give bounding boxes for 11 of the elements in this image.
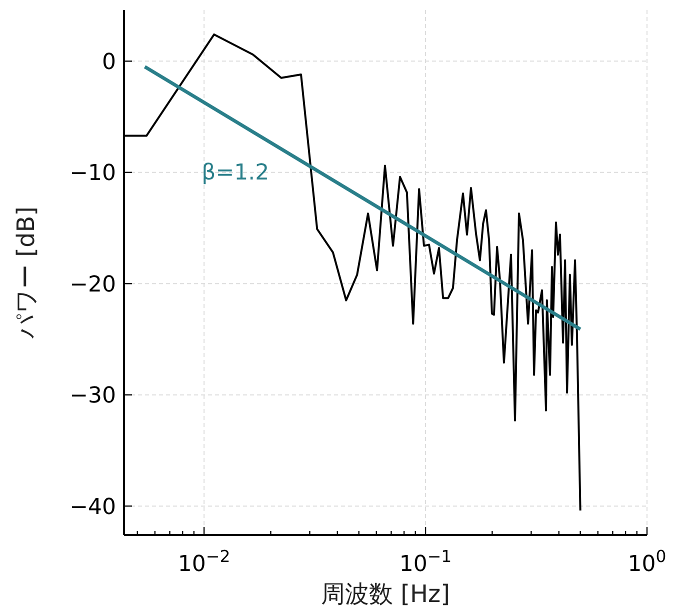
y-tick-label: −10 [70,161,116,186]
y-tick-label: −30 [70,384,116,409]
x-tick-label: 10$^{−2}$ [178,546,230,577]
y-tick-label: 0 [102,50,116,75]
x-tick-label: 10$^{−1}$ [399,546,452,577]
annotation: β=1.2 [202,160,270,186]
x-axis-title: 周波数 [Hz] [321,580,450,608]
y-tick-label: −20 [70,272,116,298]
x-tick-label: 10$^{0}$ [628,546,666,577]
y-tick-label: −40 [70,494,116,520]
y-axis-title: パワー [dB] [12,206,40,340]
